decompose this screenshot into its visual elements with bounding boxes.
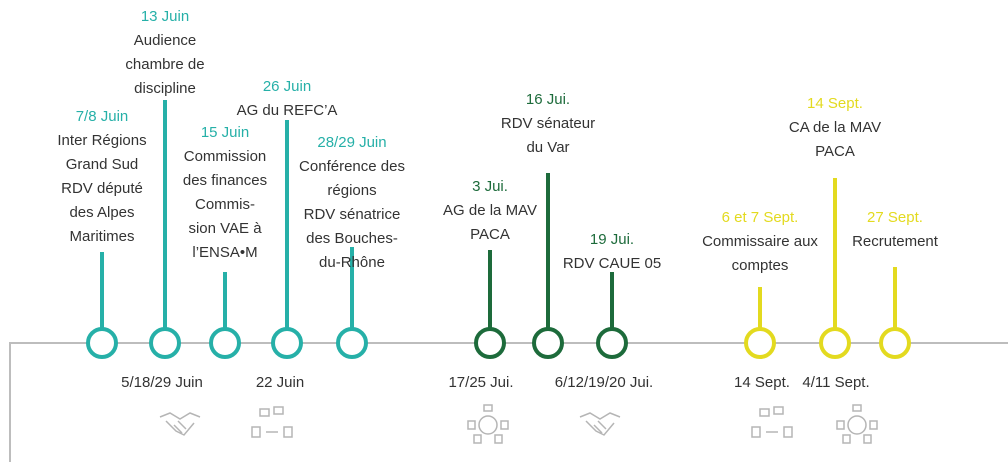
bottom-label: 22 Juin xyxy=(256,374,304,391)
event-dot xyxy=(86,327,118,359)
event-text: AG du REFC’A xyxy=(237,102,338,119)
event-dot xyxy=(271,327,303,359)
group-icon xyxy=(751,406,793,438)
event-dot xyxy=(744,327,776,359)
event-dot xyxy=(209,327,241,359)
event-text: CA de la MAV xyxy=(789,119,881,136)
event-text: PACA xyxy=(815,143,855,160)
event-date: 16 Jui. xyxy=(526,91,570,108)
bottom-label: 4/11 Sept. xyxy=(802,374,869,391)
axis-line xyxy=(9,342,1008,462)
event-text: Commis- xyxy=(195,196,255,213)
event-text: PACA xyxy=(470,226,510,243)
event-text: du-Rhône xyxy=(319,254,385,271)
event-text: RDV CAUE 05 xyxy=(563,255,661,272)
meeting-icon xyxy=(836,404,878,444)
bottom-label: 17/25 Jui. xyxy=(448,374,513,391)
event-text: Conférence des xyxy=(299,158,405,175)
event-text: RDV sénateur xyxy=(501,115,595,132)
event-dot xyxy=(149,327,181,359)
event-date: 28/29 Juin xyxy=(317,134,386,151)
event-text: Inter Régions xyxy=(57,132,146,149)
bottom-label: 14 Sept. xyxy=(734,374,790,391)
event-text: des finances xyxy=(183,172,267,189)
event-date: 3 Jui. xyxy=(472,178,508,195)
event-dot xyxy=(336,327,368,359)
event-text: Audience xyxy=(134,32,197,49)
event-date: 14 Sept. xyxy=(807,95,863,112)
bottom-label: 5/18/29 Juin xyxy=(121,374,203,391)
event-text: RDV député xyxy=(61,180,143,197)
event-dot xyxy=(819,327,851,359)
event-date: 13 Juin xyxy=(141,8,189,25)
event-text: l’ENSA•M xyxy=(192,244,257,261)
event-date: 26 Juin xyxy=(263,78,311,95)
event-text: discipline xyxy=(134,80,196,97)
event-text: chambre de xyxy=(125,56,204,73)
event-date: 6 et 7 Sept. xyxy=(722,209,799,226)
event-text: comptes xyxy=(732,257,789,274)
group-icon xyxy=(251,406,293,438)
event-text: Maritimes xyxy=(69,228,134,245)
event-date: 27 Sept. xyxy=(867,209,923,226)
event-text: sion VAE à xyxy=(188,220,262,237)
event-text: du Var xyxy=(526,139,569,156)
event-text: RDV sénatrice xyxy=(304,206,401,223)
event-dot xyxy=(474,327,506,359)
event-date: 7/8 Juin xyxy=(76,108,129,125)
event-text: des Bouches- xyxy=(306,230,398,247)
event-text: des Alpes xyxy=(69,204,134,221)
event-dot xyxy=(879,327,911,359)
event-dot xyxy=(596,327,628,359)
event-text: Grand Sud xyxy=(66,156,139,173)
event-text: AG de la MAV xyxy=(443,202,537,219)
event-text: régions xyxy=(327,182,376,199)
handshake-icon xyxy=(579,412,621,436)
bottom-label: 6/12/19/20 Jui. xyxy=(555,374,653,391)
event-date: 15 Juin xyxy=(201,124,249,141)
meeting-icon xyxy=(467,404,509,444)
event-text: Commission xyxy=(184,148,267,165)
handshake-icon xyxy=(159,412,201,436)
event-dot xyxy=(532,327,564,359)
event-date: 19 Jui. xyxy=(590,231,634,248)
event-text: Recrutement xyxy=(852,233,939,250)
event-text: Commissaire aux xyxy=(702,233,818,250)
